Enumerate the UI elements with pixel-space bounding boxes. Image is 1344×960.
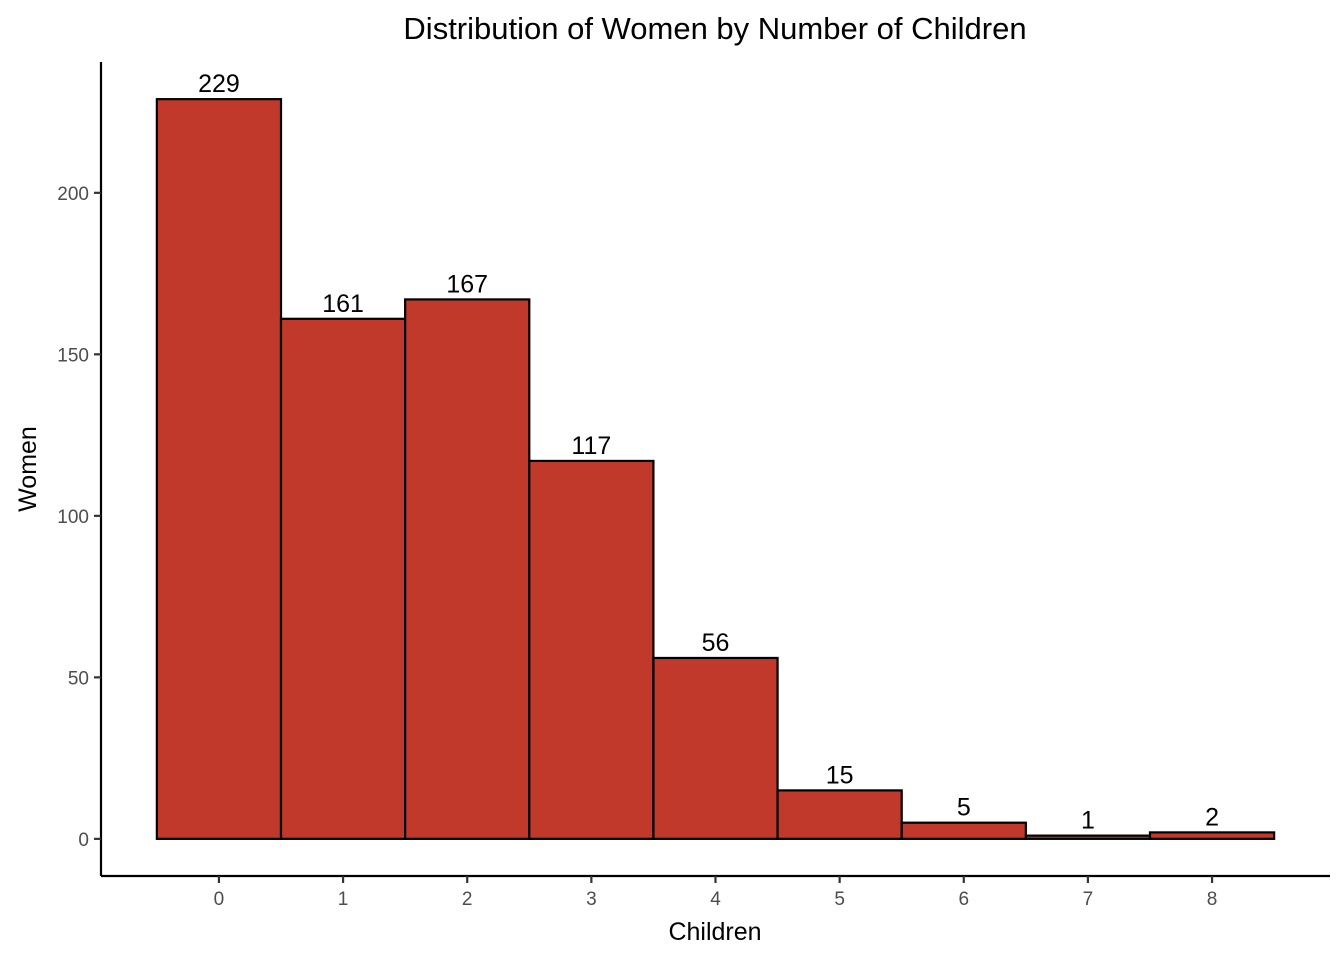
y-axis-ticks: 0 50 100 150 200 [57,184,101,851]
bar-6 [900,821,1027,840]
x-tick-label-6: 6 [958,889,969,910]
bar-2 [404,298,531,840]
bar-8 [1148,831,1276,840]
y-tick-label-200: 200 [57,184,89,205]
bars-group [155,98,1276,840]
chart-title: Distribution of Women by Number of Child… [403,11,1026,46]
x-tick-label-7: 7 [1083,889,1094,910]
y-tick-label-100: 100 [57,507,89,528]
data-label-8: 2 [1205,803,1219,831]
data-label-5: 15 [826,761,854,789]
bar-0 [155,98,283,840]
data-label-3: 117 [571,432,611,460]
data-label-1: 161 [322,290,364,318]
x-axis-title: Children [668,918,761,946]
y-tick-label-0: 0 [78,830,89,851]
x-tick-label-5: 5 [834,889,845,910]
x-tick-label-2: 2 [462,889,473,910]
bar-3 [528,459,655,840]
data-label-6: 5 [957,794,971,822]
y-axis-title: Women [14,426,42,512]
bar-4 [652,656,779,840]
x-tick-label-3: 3 [586,889,597,910]
data-labels-group: 229 161 167 117 56 15 5 1 2 [198,70,1219,834]
data-label-0: 229 [198,70,240,98]
x-tick-label-4: 4 [710,889,721,910]
y-tick-label-150: 150 [57,345,89,366]
y-tick-label-50: 50 [68,668,89,689]
bar-1 [279,317,407,840]
bar-5 [776,789,903,840]
x-tick-label-0: 0 [214,889,225,910]
x-axis-ticks: 0 1 2 3 4 5 6 7 8 [214,876,1218,910]
data-label-7: 1 [1081,807,1095,835]
data-label-4: 56 [702,629,730,657]
x-tick-label-1: 1 [338,889,349,910]
bar-7 [1024,834,1152,840]
data-label-2: 167 [446,270,488,298]
x-tick-label-8: 8 [1207,889,1218,910]
